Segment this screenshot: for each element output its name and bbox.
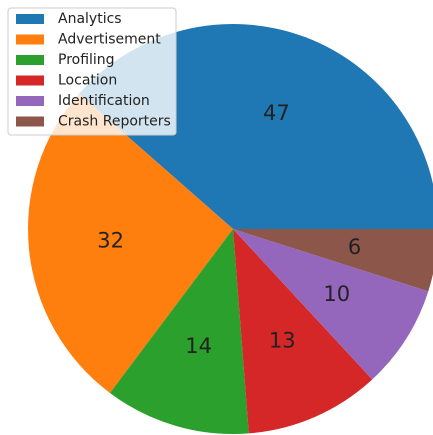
legend-swatch bbox=[16, 116, 44, 127]
legend-swatch bbox=[16, 75, 44, 86]
slice-label: 47 bbox=[263, 101, 290, 125]
slice-label: 32 bbox=[97, 229, 124, 253]
pie-slice bbox=[109, 229, 249, 434]
pie-slice bbox=[233, 229, 429, 380]
legend-label: Advertisement bbox=[58, 32, 161, 48]
legend-label: Profiling bbox=[58, 52, 115, 68]
legend-label: Location bbox=[58, 73, 117, 89]
legend-swatch bbox=[16, 55, 44, 65]
legend-label: Analytics bbox=[58, 11, 122, 27]
pie-slice bbox=[27, 93, 234, 393]
slice-label: 6 bbox=[348, 235, 361, 259]
slice-label: 14 bbox=[185, 334, 212, 358]
legend-swatch bbox=[16, 96, 44, 106]
slice-label: 10 bbox=[323, 282, 350, 306]
legend-label: Crash Reporters bbox=[58, 114, 171, 130]
legend-swatch bbox=[16, 34, 44, 45]
pie-slice bbox=[233, 229, 433, 292]
legend-swatch bbox=[16, 14, 44, 24]
slice-label: 13 bbox=[269, 329, 296, 353]
legend-box bbox=[7, 7, 177, 136]
legend: Analytics Advertisement Profiling Location I… bbox=[7, 7, 177, 136]
pie-slice bbox=[233, 229, 373, 434]
legend-label: Identification bbox=[58, 93, 150, 109]
